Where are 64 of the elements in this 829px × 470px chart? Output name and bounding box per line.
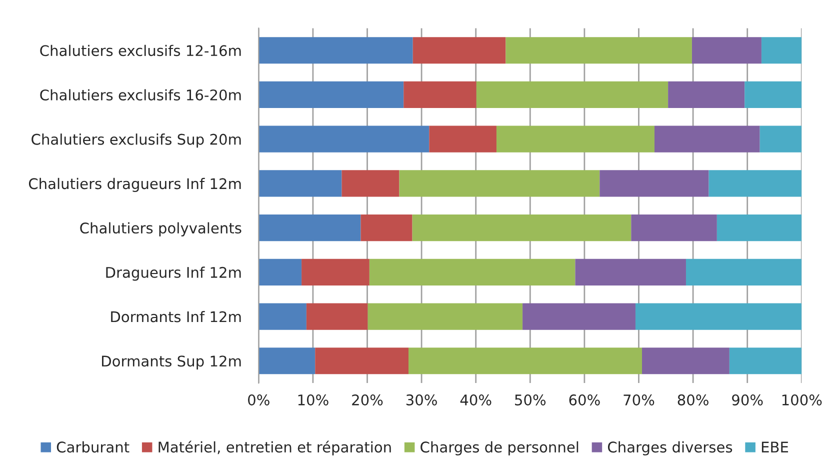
x-tick-label: 30% <box>406 394 437 406</box>
x-tick-label: 20% <box>352 394 383 406</box>
y-tick-label: Chalutiers dragueurs Inf 12m <box>28 178 241 192</box>
x-tick-label: 80% <box>678 394 708 406</box>
bar <box>360 214 412 242</box>
bar <box>342 170 400 197</box>
x-tick-label: 10% <box>298 394 328 406</box>
x-tick-label: 100% <box>782 394 822 406</box>
bar <box>631 214 717 242</box>
bar <box>575 258 686 286</box>
bar <box>258 126 430 152</box>
y-tick-label: Dormants Inf 12m <box>111 310 241 322</box>
legend-label: Charges de personnel <box>420 441 578 456</box>
bar <box>692 37 762 64</box>
x-tick-label: 60% <box>569 394 600 406</box>
x-tick-label: 50% <box>515 394 546 406</box>
bar <box>522 303 636 330</box>
y-tick-label: Chalutiers exclusifs 12-16m <box>40 44 241 56</box>
x-tick-label: 40% <box>460 394 492 406</box>
bar <box>642 348 730 374</box>
bar <box>315 348 409 374</box>
bar <box>729 348 802 374</box>
y-tick-label: Chalutiers exclusifs Sup 20m <box>32 134 241 148</box>
bar <box>686 258 802 286</box>
bar <box>412 214 632 242</box>
bar <box>258 303 306 330</box>
bar <box>744 81 802 108</box>
bar <box>258 37 413 64</box>
bar <box>258 258 302 286</box>
bar <box>708 170 802 197</box>
bar <box>412 37 506 64</box>
bar <box>258 214 361 242</box>
bar <box>399 170 600 197</box>
bar <box>258 348 316 374</box>
bar <box>404 81 476 108</box>
bar <box>306 303 368 330</box>
bar <box>496 126 654 152</box>
bar <box>506 37 692 64</box>
bar <box>429 126 496 152</box>
y-tick-label: Dormants Sup 12m <box>102 356 241 370</box>
bar <box>476 81 668 108</box>
x-tick-label: 70% <box>624 394 654 406</box>
bar <box>761 37 802 64</box>
bar <box>600 170 709 197</box>
bar <box>369 258 576 286</box>
bar <box>668 81 745 108</box>
bar <box>408 348 642 374</box>
bar <box>716 214 802 242</box>
bar <box>258 170 342 197</box>
legend-label: Charges diverses <box>608 441 732 456</box>
bar <box>302 258 370 286</box>
bar <box>635 303 802 330</box>
y-tick-label: Chalutiers exclusifs 16-20m <box>40 89 241 100</box>
legend-label: Matériel, entretien et réparation <box>158 440 391 456</box>
bar <box>760 126 802 152</box>
legend-label: EBE <box>762 442 788 452</box>
bar <box>368 303 523 330</box>
y-tick-label: Chalutiers polyvalents <box>80 222 242 236</box>
bar <box>258 81 404 108</box>
bar <box>654 126 760 152</box>
x-tick-label: 0% <box>248 394 270 406</box>
y-tick-label: Dragueurs Inf 12m <box>106 266 241 281</box>
x-tick-label: 90% <box>732 394 763 406</box>
legend-label: Carburant <box>56 441 130 453</box>
